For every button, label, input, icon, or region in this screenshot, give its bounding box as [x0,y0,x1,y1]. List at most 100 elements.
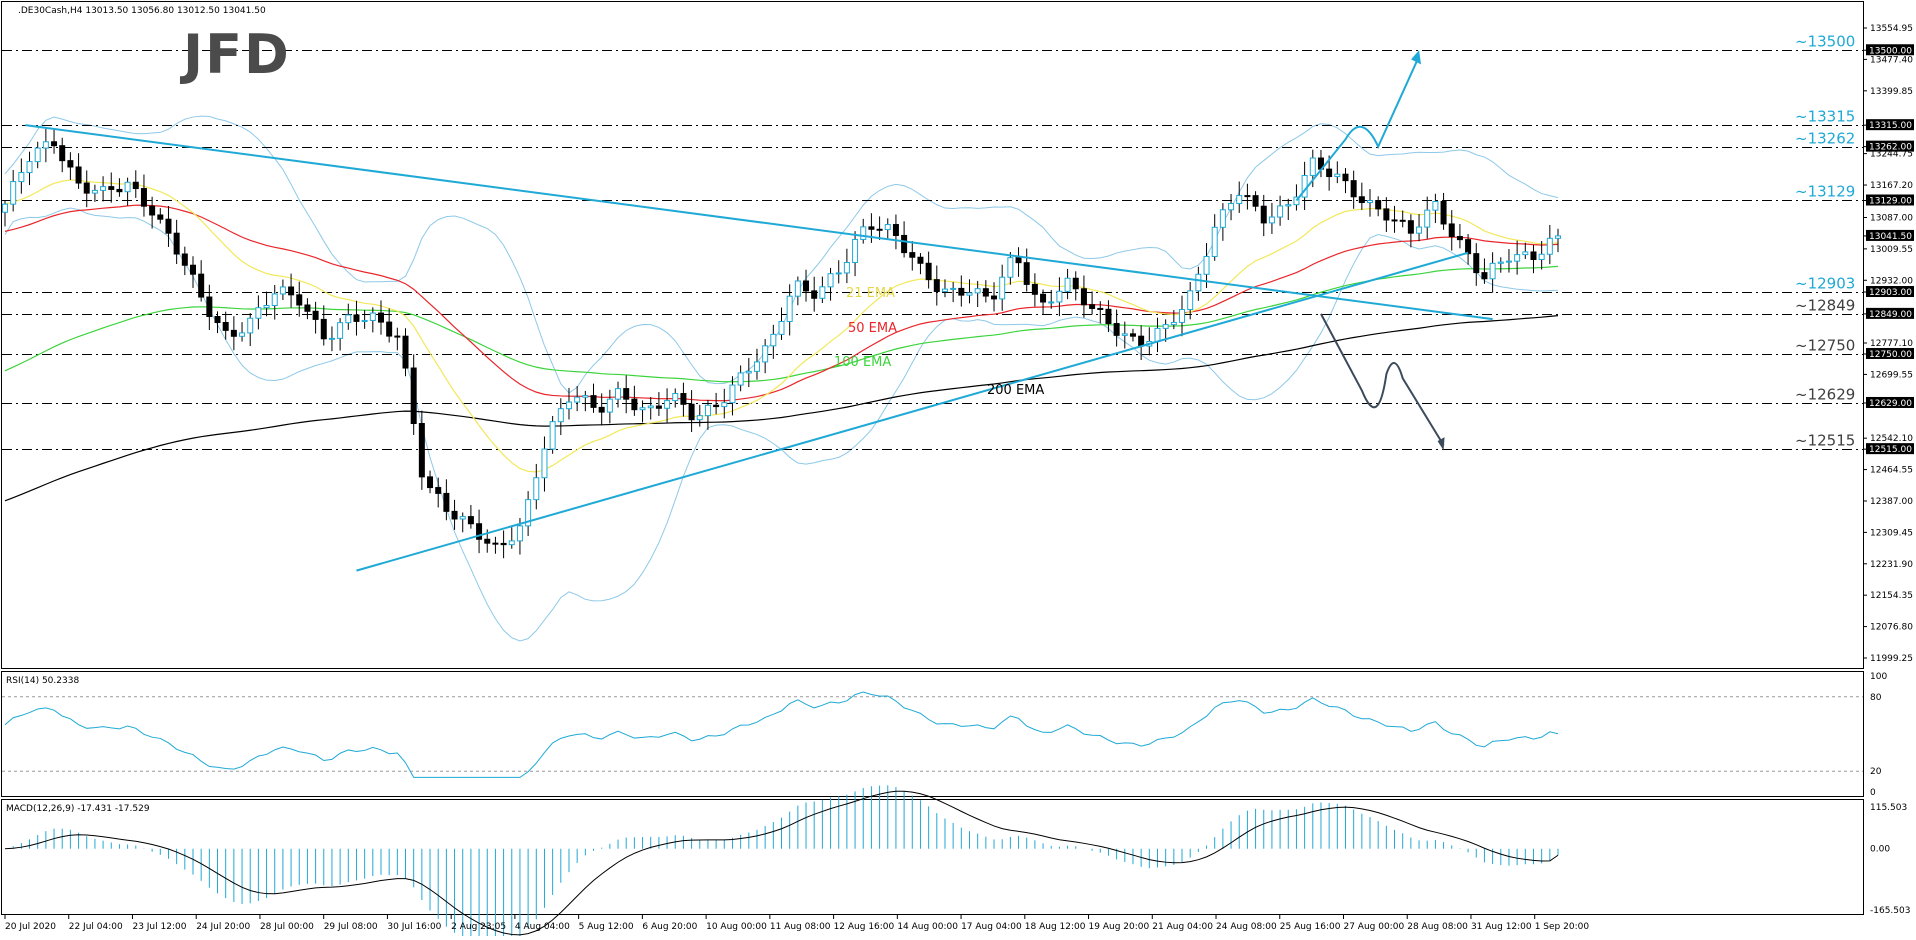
rsi-tick-label: 20 [1870,767,1882,777]
candle [1546,237,1553,255]
price-pane[interactable] [1,1,1864,669]
candle [337,322,344,339]
candle [1121,333,1128,336]
candle [1293,196,1300,206]
candle [770,333,777,347]
candle [1179,309,1186,323]
candle [1326,168,1333,178]
time-tick-label: 5 Aug 12:00 [579,922,634,932]
candle [149,205,156,216]
jfd-logo: JFD [179,23,291,86]
time-tick-label: 30 Jul 16:00 [387,922,441,932]
candle [1162,324,1169,329]
candle [762,345,769,363]
candle [255,307,262,319]
candle [476,523,483,540]
macd-signal-line [4,790,1559,936]
time-tick-label: 19 Aug 20:00 [1089,922,1150,932]
candle [1383,208,1390,221]
candle [655,405,662,409]
time-tick-label: 22 Jul 04:00 [69,922,123,932]
candle [271,293,278,306]
candle [1514,254,1521,262]
candle [974,288,981,294]
candle [304,304,311,312]
candle [1260,205,1267,224]
macd-pane[interactable] [1,799,1864,915]
candle [2,203,8,213]
candle [279,286,286,295]
candle [631,398,638,411]
price-tick-label: 13087.00 [1870,214,1913,224]
price-tick-label: 13167.20 [1870,181,1913,191]
level-label: ~13129 [1795,183,1855,201]
candle [1211,226,1218,257]
candle [704,404,711,417]
candle [427,476,434,489]
candle [1277,205,1284,218]
candle [402,335,409,369]
candle [590,395,597,408]
candle [1285,204,1292,207]
candle [1555,235,1561,239]
candle [124,181,131,193]
candle [1424,209,1431,228]
candle [1080,288,1087,306]
candle [1432,201,1439,211]
candle [377,312,384,323]
candle [1440,201,1447,225]
price-tick-label: 12231.90 [1870,560,1913,570]
candle [508,540,515,546]
candle [198,273,205,298]
bullish-scenario-arrow [1295,55,1420,202]
candle [950,287,957,290]
candle [1399,219,1406,222]
ema200-label: 200 EMA [987,383,1044,398]
bullish-arrowhead [1411,50,1422,65]
candle [982,288,989,297]
level-price-box [1866,347,1914,359]
rsi-pane[interactable] [1,671,1864,797]
candle [1007,257,1014,278]
candle [1219,209,1226,228]
candle [696,415,703,421]
candle [557,408,564,423]
candle [443,492,450,512]
candle [623,388,630,400]
candle [1187,290,1194,311]
candle [1236,195,1243,205]
candle [83,182,90,194]
bearish-scenario-arrow [1320,313,1445,446]
level-price-box [1866,396,1914,408]
candle [484,538,491,544]
level-price-box-label: 12629.00 [1869,399,1912,409]
time-tick-label: 6 Aug 20:00 [642,922,697,932]
candle [1473,253,1480,274]
time-tick-label: 2 Aug 23:05 [451,922,506,932]
candle [1105,308,1112,325]
candle [892,224,899,236]
candle [181,253,188,266]
rsi-tick-label: 100 [1870,672,1887,682]
candle [688,403,695,421]
candle [140,188,147,207]
time-tick-label: 4 Aug 04:00 [515,922,570,932]
candle [386,321,393,337]
candle [435,487,442,494]
price-tick-label: 12387.00 [1870,497,1913,507]
candle [1456,236,1463,241]
level-price-box [1866,443,1914,455]
candle [541,448,548,479]
candle [1138,335,1145,347]
candle [647,405,654,409]
logo-text: JFD [179,23,291,86]
candle [492,542,499,545]
candle [132,181,139,190]
candle [1334,173,1341,178]
candle [1023,262,1030,285]
candle [34,147,41,163]
level-price-box [1866,286,1914,298]
time-tick-label: 11 Aug 08:00 [770,922,831,932]
candle [214,316,221,323]
